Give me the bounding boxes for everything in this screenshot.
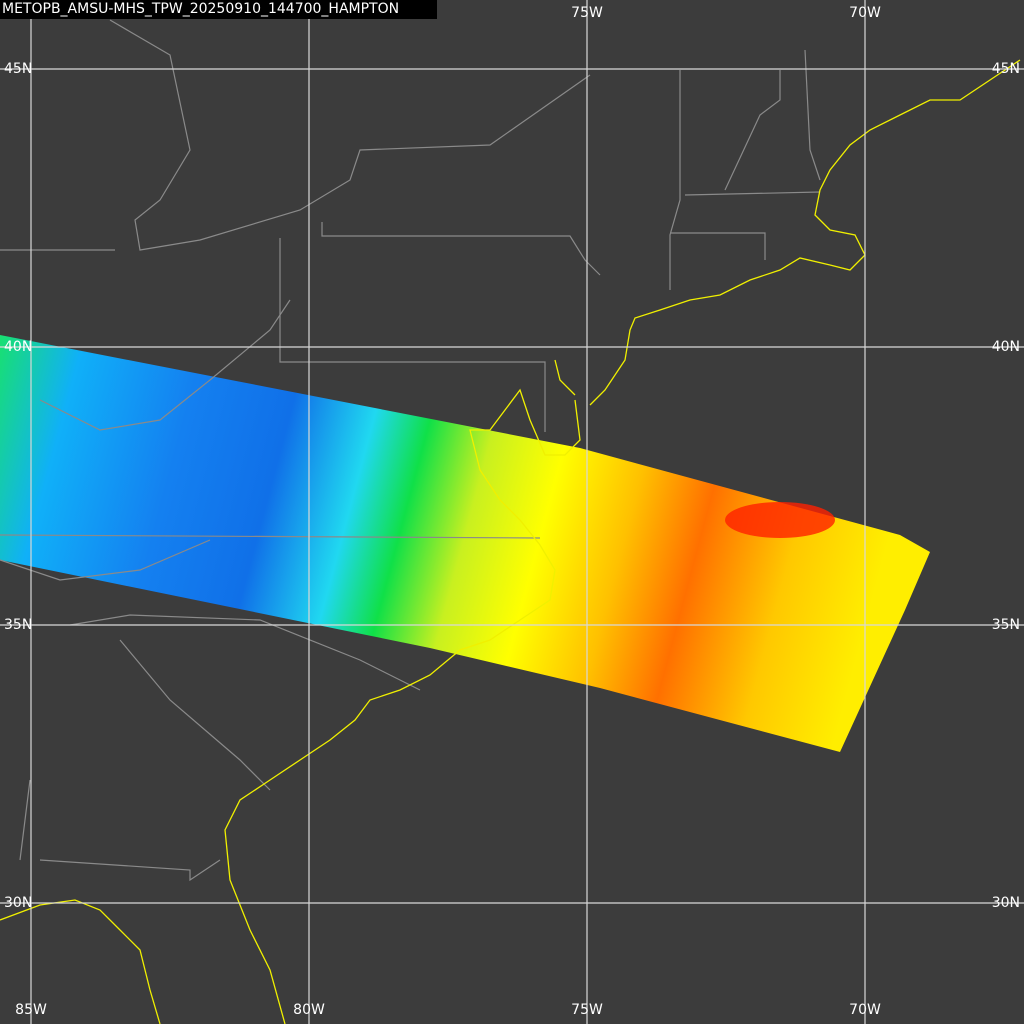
title: METOPB_AMSU-MHS_TPW_20250910_144700_HAMP…: [2, 1, 399, 17]
latitude-label: 45N: [4, 61, 32, 77]
coastline: [0, 59, 1021, 1024]
latitude-label: 30N: [4, 895, 32, 911]
latitude-label: 40N: [992, 339, 1020, 355]
latitude-label: 45N: [992, 61, 1020, 77]
latitude-label: 30N: [992, 895, 1020, 911]
latitude-label: 35N: [992, 617, 1020, 633]
longitude-label: 75W: [571, 5, 603, 21]
title-background: [0, 0, 437, 19]
longitude-label: 70W: [849, 1002, 881, 1018]
tpw-swath: [0, 335, 930, 752]
longitude-label: 70W: [849, 5, 881, 21]
longitude-label: 75W: [571, 1002, 603, 1018]
state-borders: [0, 19, 821, 882]
latitude-label: 35N: [4, 617, 32, 633]
longitude-label: 80W: [293, 1002, 325, 1018]
longitude-label: 85W: [15, 1002, 47, 1018]
latitude-label: 40N: [4, 339, 32, 355]
high-tpw-area: [725, 502, 835, 538]
